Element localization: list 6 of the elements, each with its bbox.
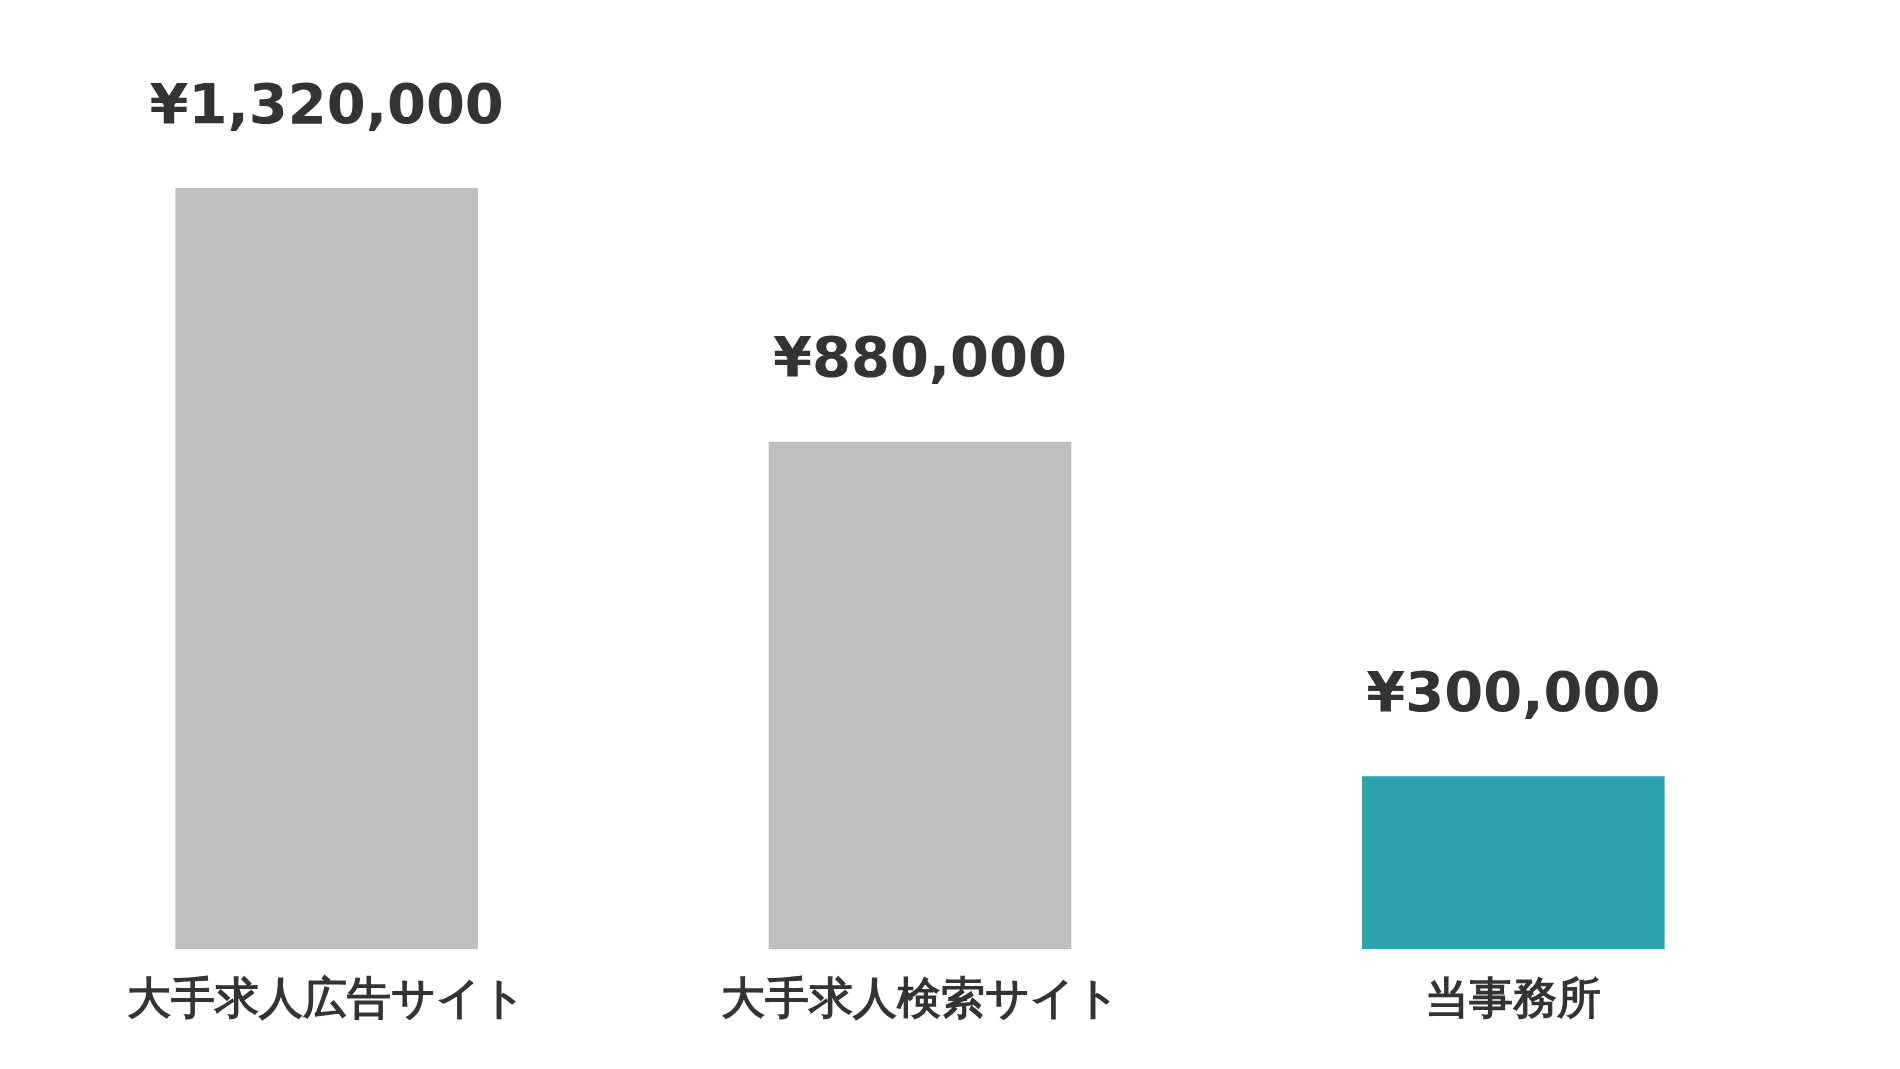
- data-label: ¥880,000: [772, 324, 1068, 390]
- data-label: ¥300,000: [1366, 658, 1661, 724]
- data-label: ¥1,320,000: [149, 70, 504, 136]
- x-tick-label: 当事務所: [1425, 972, 1602, 1024]
- x-tick-label: 大手求人検索サイト: [720, 972, 1120, 1024]
- x-tick-label: 大手求人広告サイト: [127, 972, 527, 1024]
